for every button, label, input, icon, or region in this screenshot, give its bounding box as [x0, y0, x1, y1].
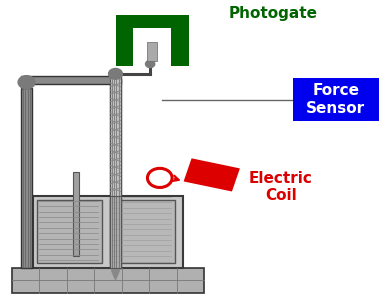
Text: Photogate: Photogate — [229, 6, 318, 21]
FancyBboxPatch shape — [147, 42, 157, 61]
FancyBboxPatch shape — [110, 200, 175, 263]
Circle shape — [109, 68, 122, 79]
FancyBboxPatch shape — [116, 15, 189, 28]
Text: Electric
Coil: Electric Coil — [249, 171, 313, 203]
FancyBboxPatch shape — [110, 74, 121, 196]
FancyBboxPatch shape — [73, 172, 79, 256]
Polygon shape — [184, 158, 240, 191]
Text: Force
Sensor: Force Sensor — [306, 83, 365, 116]
FancyBboxPatch shape — [21, 88, 32, 268]
FancyBboxPatch shape — [116, 15, 133, 66]
Polygon shape — [112, 271, 119, 280]
FancyBboxPatch shape — [37, 200, 102, 263]
FancyBboxPatch shape — [110, 196, 121, 268]
Circle shape — [18, 76, 35, 89]
FancyBboxPatch shape — [21, 76, 121, 84]
FancyBboxPatch shape — [12, 268, 204, 293]
FancyBboxPatch shape — [293, 78, 379, 121]
FancyBboxPatch shape — [171, 15, 189, 66]
Circle shape — [146, 60, 155, 68]
FancyBboxPatch shape — [33, 196, 183, 268]
FancyBboxPatch shape — [110, 79, 121, 268]
